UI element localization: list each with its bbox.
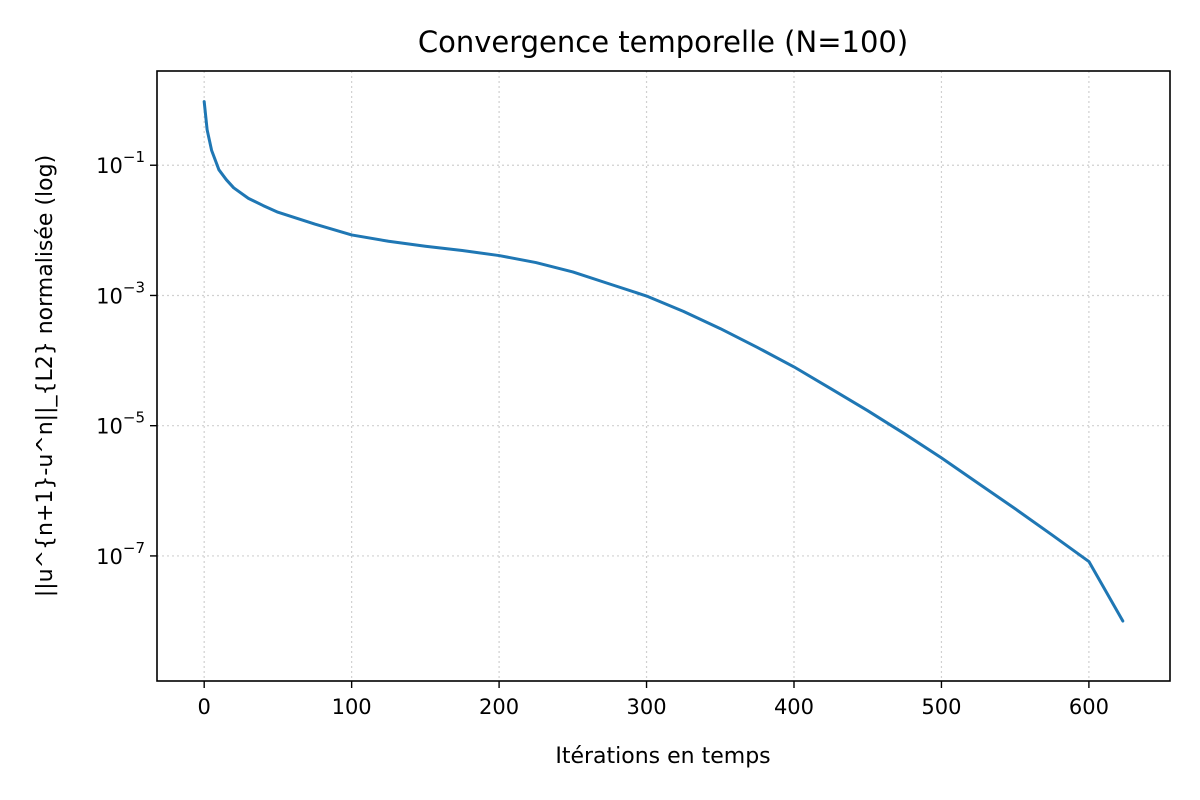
x-axis-ticks: 0 100 200 300 400 500 600 xyxy=(197,681,1109,719)
x-tick-label: 100 xyxy=(332,695,372,719)
series-layer xyxy=(202,100,1125,623)
plot-frame xyxy=(156,70,1171,682)
x-tick-label: 0 xyxy=(197,695,210,719)
x-tick-label: 400 xyxy=(774,695,814,719)
y-axis-ticks: 10−1 10−3 10−5 10−7 xyxy=(96,148,157,569)
x-axis-label: Itérations en temps xyxy=(555,744,770,769)
chart-title: Convergence temporelle (N=100) xyxy=(418,25,908,59)
y-tick-label: 10−7 xyxy=(96,539,145,569)
grid xyxy=(157,71,1170,681)
y-tick-label: 10−5 xyxy=(96,409,145,439)
x-tick-label: 300 xyxy=(626,695,666,719)
y-axis-label: ||u^{n+1}-u^n||_{L2} normalisée (log) xyxy=(33,155,58,597)
x-tick-label: 600 xyxy=(1069,695,1109,719)
x-tick-label: 500 xyxy=(921,695,961,719)
y-tick-label: 10−3 xyxy=(96,278,145,308)
series-line xyxy=(202,100,1125,623)
x-tick-label: 200 xyxy=(479,695,519,719)
y-tick-label: 10−1 xyxy=(96,148,145,178)
